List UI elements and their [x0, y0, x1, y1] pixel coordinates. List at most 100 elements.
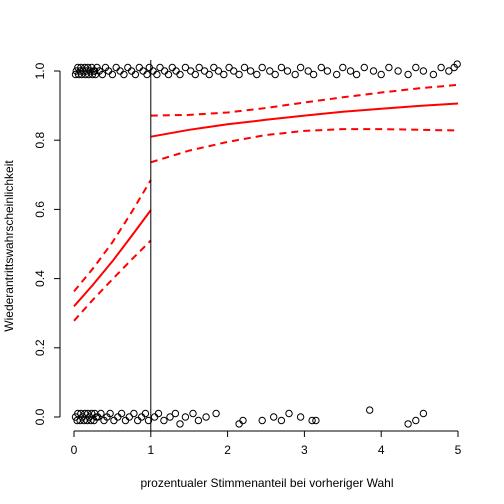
series-line-fit-right: [150, 102, 459, 138]
data-point: [200, 67, 209, 75]
data-point: [225, 63, 233, 72]
data-point: [394, 67, 402, 75]
x-axis-label: prozentualer Stimmenanteil bei vorherige…: [140, 476, 393, 490]
data-point: [116, 67, 124, 75]
data-point: [285, 409, 293, 418]
data-point: [239, 416, 247, 425]
x-tick-label: 1: [147, 443, 154, 457]
y-tick-label: 0.6: [33, 201, 47, 218]
x-tick-label: 5: [455, 443, 462, 457]
data-point: [189, 409, 197, 418]
data-point: [296, 413, 305, 421]
data-point: [235, 420, 243, 428]
data-point: [166, 413, 174, 421]
data-point: [453, 60, 461, 68]
axes: 0 1 2 3 4 5 0.0 0.2 0.4 0.6 0.8 1.0: [33, 60, 462, 457]
data-point: [171, 409, 180, 418]
data-point: [309, 70, 318, 79]
data-point: [339, 63, 347, 72]
x-tick-label: 0: [71, 443, 78, 457]
data-point: [137, 413, 146, 421]
data-point: [360, 63, 368, 72]
data-point: [131, 70, 140, 79]
data-point: [106, 409, 114, 418]
data-point: [108, 70, 117, 79]
data-point: [160, 416, 168, 425]
data-point: [412, 416, 420, 425]
data-point: [369, 67, 378, 75]
data-point: [150, 413, 159, 421]
data-point: [419, 409, 428, 418]
data-point: [90, 67, 98, 75]
data-point: [71, 70, 80, 79]
data-point: [121, 416, 130, 425]
y-tick-label: 0.4: [33, 270, 47, 287]
data-point: [419, 67, 428, 75]
data-point: [230, 67, 238, 75]
data-point: [143, 70, 151, 79]
data-point: [385, 63, 393, 72]
x-tick-label: 2: [224, 443, 231, 457]
data-point: [124, 63, 132, 72]
data-point: [144, 416, 153, 425]
data-point: [120, 70, 128, 79]
data-point: [445, 67, 453, 75]
data-point: [312, 416, 320, 425]
data-point: [145, 63, 154, 72]
y-axis-label: Wiederantrittswahrscheinlichkeit: [2, 160, 16, 332]
y-tick-label: 1.0: [33, 62, 47, 79]
data-point: [283, 67, 292, 75]
y-tick-label: 0.8: [33, 132, 47, 149]
data-point: [160, 67, 169, 75]
data-point: [194, 416, 203, 425]
data-point: [153, 70, 161, 79]
data-point: [277, 416, 286, 425]
data-point: [181, 413, 190, 421]
data-point: [110, 416, 118, 425]
data-point: [156, 63, 164, 72]
data-point: [277, 63, 286, 72]
data-point: [352, 70, 361, 79]
series-line-lower-left: [73, 239, 152, 322]
data-point: [191, 70, 200, 79]
data-point: [404, 70, 412, 79]
data-point: [112, 63, 120, 72]
data-point: [253, 70, 261, 79]
data-point: [214, 67, 223, 75]
data-point: [429, 70, 438, 79]
series-line-fit-left: [73, 209, 152, 307]
data-point: [412, 63, 420, 72]
data-point: [266, 67, 274, 75]
data-point: [366, 406, 374, 414]
data-point: [317, 63, 325, 72]
data-point: [176, 420, 184, 428]
data-point: [212, 409, 220, 418]
data-point: [323, 67, 332, 75]
data-point: [141, 409, 150, 418]
data-point: [82, 67, 91, 75]
data-point: [202, 413, 210, 421]
data-point: [88, 409, 96, 418]
series-line-lower-right: [150, 128, 459, 164]
data-point: [172, 67, 180, 75]
data-point: [181, 63, 190, 72]
y-tick-label: 0.2: [33, 339, 47, 356]
data-point: [270, 413, 278, 421]
data-point: [97, 409, 105, 418]
data-point: [258, 63, 266, 72]
data-point: [154, 409, 163, 418]
data-point: [139, 67, 147, 75]
data-point: [304, 67, 312, 75]
x-tick-label: 4: [378, 443, 385, 457]
scatter-points: [71, 60, 461, 428]
data-point: [377, 70, 385, 79]
data-point: [210, 63, 218, 72]
data-point: [176, 70, 184, 79]
x-tick-label: 3: [301, 443, 308, 457]
data-point: [308, 416, 316, 425]
data-point: [134, 416, 142, 425]
fit-lines: [73, 83, 459, 322]
data-point: [404, 420, 412, 428]
data-point: [117, 409, 126, 418]
